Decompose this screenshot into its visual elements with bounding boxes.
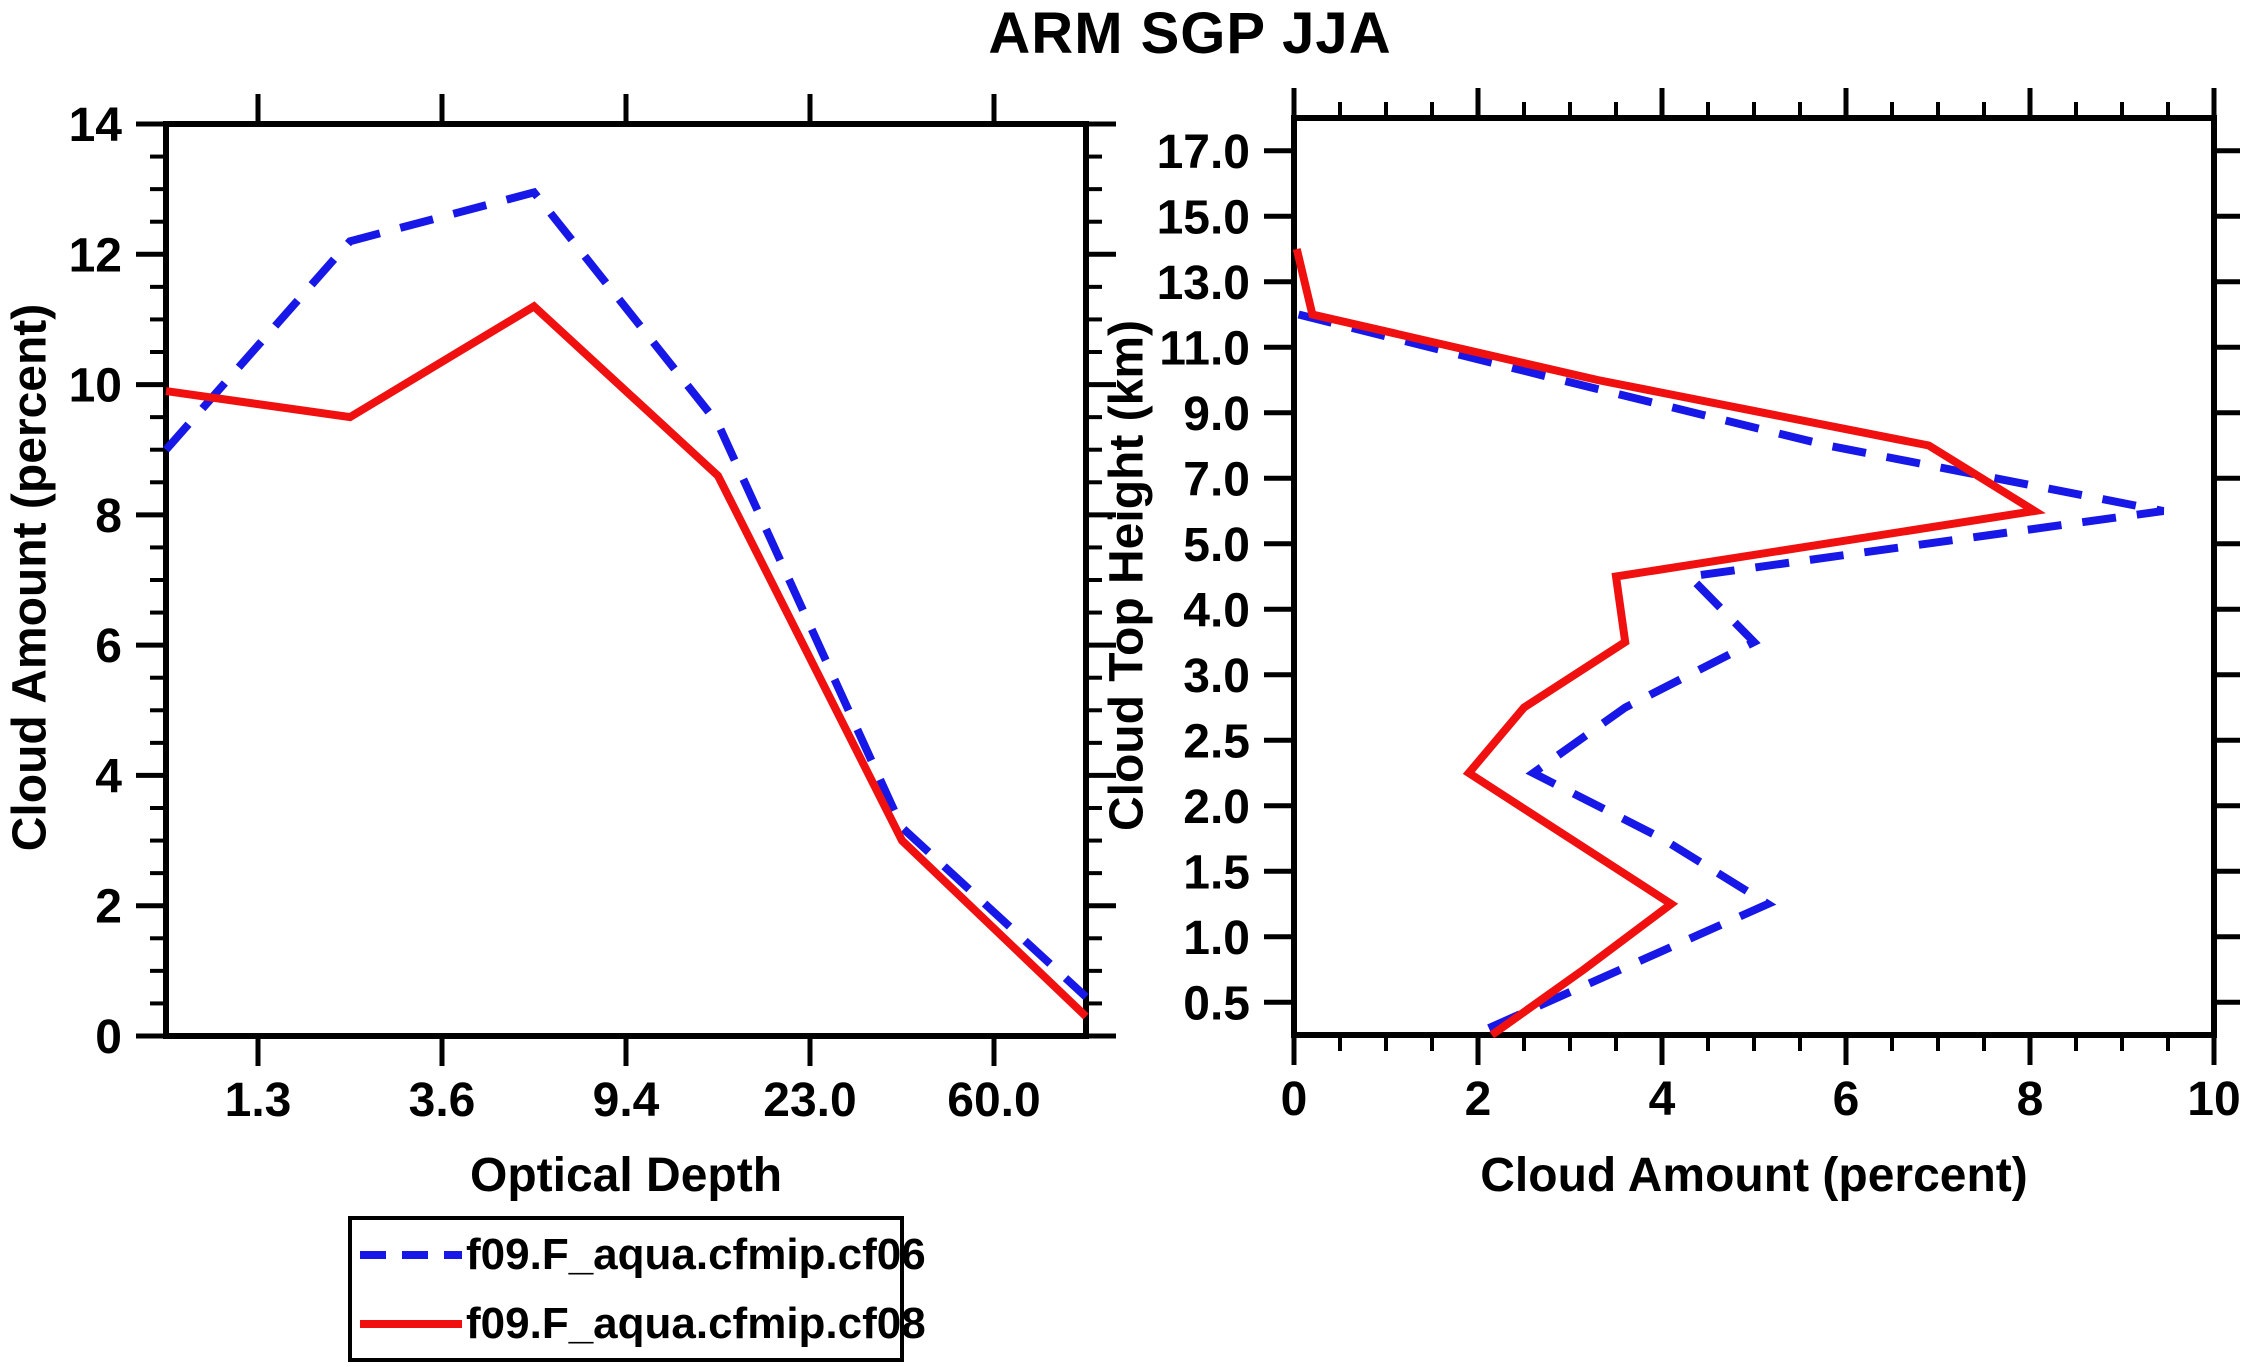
right-x-tick-label: 2 xyxy=(1465,1073,1492,1126)
right-x-tick-label: 4 xyxy=(1649,1073,1676,1126)
right-x-tick-label: 6 xyxy=(1833,1073,1860,1126)
right-y-tick-label: 2.0 xyxy=(1183,781,1250,834)
right-y-tick-label: 1.5 xyxy=(1183,846,1250,899)
right-y-tick-label: 11.0 xyxy=(1159,322,1250,375)
left-y-tick-label: 12 xyxy=(69,229,122,282)
right-y-tick-label: 1.0 xyxy=(1183,912,1250,965)
right-y-tick-label: 15.0 xyxy=(1157,191,1250,244)
legend-item: f09.F_aqua.cfmip.cf06 xyxy=(352,1220,926,1289)
left-x-tick-label: 60.0 xyxy=(947,1074,1040,1127)
right-x-tick-label: 10 xyxy=(2187,1073,2240,1126)
left-y-tick-label: 14 xyxy=(69,99,123,152)
figure-title: ARM SGP JJA xyxy=(988,1,1392,66)
series-line-f09.F_aqua.cfmip.cf06 xyxy=(163,187,1089,1000)
left-y-tick-label: 6 xyxy=(95,620,122,673)
right-x-tick-label: 0 xyxy=(1281,1073,1308,1126)
right-y-tick-label: 3.0 xyxy=(1183,650,1250,703)
left-x-tick-label: 23.0 xyxy=(763,1074,856,1127)
series-line-f09.F_aqua.cfmip.cf06 xyxy=(1297,310,2165,1039)
left-x-tick-label: 3.6 xyxy=(409,1074,476,1127)
right-y-tick-label: 9.0 xyxy=(1183,388,1250,441)
right-y-tick-label: 0.5 xyxy=(1183,977,1250,1030)
right-y-tick-label: 13.0 xyxy=(1157,257,1250,310)
legend-label: f09.F_aqua.cfmip.cf06 xyxy=(466,1229,926,1279)
left-y-tick-label: 8 xyxy=(95,490,122,543)
legend-item: f09.F_aqua.cfmip.cf08 xyxy=(352,1289,926,1358)
left-panel-frame xyxy=(163,121,1089,1039)
legend-line-sample-solid xyxy=(360,1319,462,1328)
right-y-tick-label: 5.0 xyxy=(1183,519,1250,572)
right-y-axis-title: Cloud Top Height (km) xyxy=(1100,319,1154,832)
right-x-axis-title: Cloud Amount (percent) xyxy=(1480,1149,2028,1202)
left-x-axis-title: Optical Depth xyxy=(469,1149,783,1202)
left-y-axis-title: Cloud Amount (percent) xyxy=(3,303,57,852)
right-y-tick-label: 4.0 xyxy=(1183,584,1250,637)
left-y-tick-label: 0 xyxy=(95,1011,122,1064)
right-panel-frame xyxy=(1291,115,2217,1038)
legend-line-sample-dashed xyxy=(360,1250,462,1259)
series-line-f09.F_aqua.cfmip.cf08 xyxy=(165,301,1089,1020)
legend-box: f09.F_aqua.cfmip.cf06 f09.F_aqua.cfmip.cf… xyxy=(348,1216,926,1362)
left-y-tick-label: 2 xyxy=(95,881,122,934)
left-y-tick-label: 10 xyxy=(69,360,122,413)
left-y-tick-label: 4 xyxy=(95,750,122,803)
legend-label: f09.F_aqua.cfmip.cf08 xyxy=(466,1298,926,1348)
series-line-f09.F_aqua.cfmip.cf08 xyxy=(1292,248,2046,1039)
right-x-tick-label: 8 xyxy=(2017,1073,2044,1126)
right-y-tick-label: 2.5 xyxy=(1183,715,1250,768)
left-x-tick-label: 1.3 xyxy=(225,1074,292,1127)
right-y-tick-label: 7.0 xyxy=(1183,453,1250,506)
right-y-tick-label: 17.0 xyxy=(1157,126,1250,179)
left-x-tick-label: 9.4 xyxy=(593,1074,660,1127)
